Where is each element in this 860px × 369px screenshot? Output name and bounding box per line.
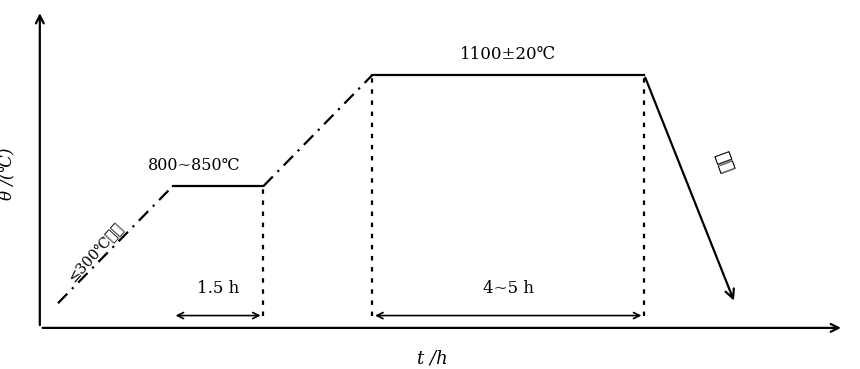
Text: 1.5 h: 1.5 h: [197, 280, 239, 297]
Text: 1100±20℃: 1100±20℃: [460, 46, 556, 63]
Text: t /h: t /h: [417, 349, 448, 368]
Text: 800~850℃: 800~850℃: [148, 157, 240, 174]
Text: θ /(℃): θ /(℃): [0, 148, 15, 200]
Text: 4~5 h: 4~5 h: [482, 280, 534, 297]
Text: 入水: 入水: [711, 149, 735, 175]
Text: ≤300℃入炉: ≤300℃入炉: [65, 220, 126, 284]
